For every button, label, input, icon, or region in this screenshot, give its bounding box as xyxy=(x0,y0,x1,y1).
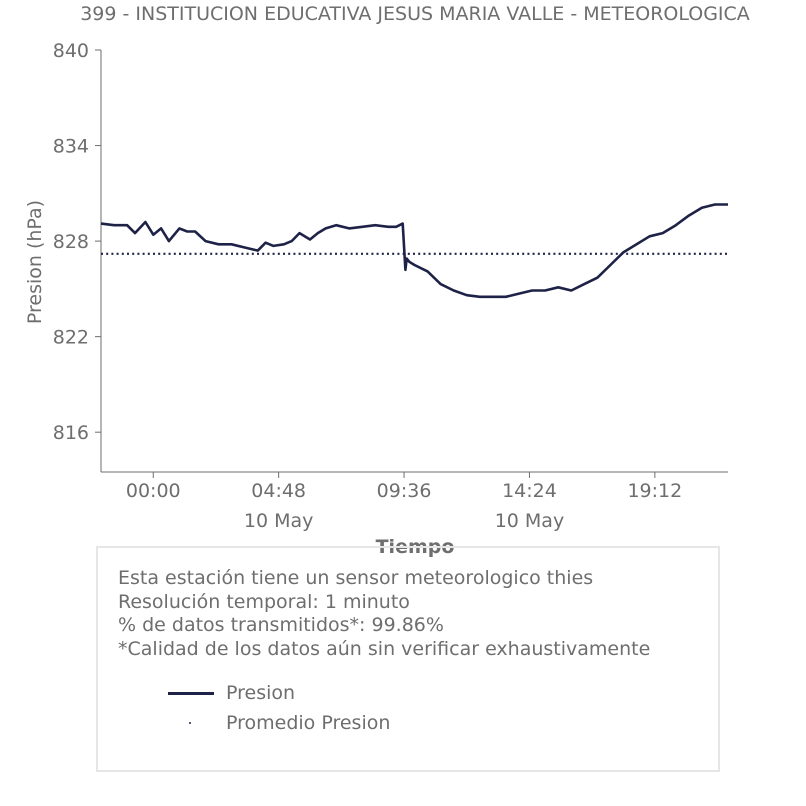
x-tick-label: 04:48 xyxy=(251,480,306,502)
legend-dot-swatch xyxy=(168,711,214,735)
station-info: Esta estación tiene un sensor meteorolog… xyxy=(118,567,650,661)
y-axis: 816 822 828 834 840 xyxy=(53,40,102,472)
y-tick-label: 828 xyxy=(53,231,89,253)
y-tick-label: 822 xyxy=(53,327,89,349)
info-legend-box: Esta estación tiene un sensor meteorolog… xyxy=(96,546,720,772)
series-layer xyxy=(100,203,728,299)
legend-label-presion: Presion xyxy=(226,682,296,704)
x-tick-label: 09:36 xyxy=(377,480,432,502)
x-tick-label: 19:12 xyxy=(627,480,682,502)
x-tick-sublabel: 10 May xyxy=(495,510,565,532)
x-tick-sublabel: 10 May xyxy=(244,510,314,532)
x-axis: 00:00 04:48 10 May 09:36 14:24 10 May 19:12 xyxy=(101,471,728,532)
y-axis-label: Presion (hPa) xyxy=(24,200,46,324)
pressure-series-line xyxy=(100,203,728,299)
x-tick-label: 14:24 xyxy=(502,480,557,502)
legend-line-swatch xyxy=(168,681,214,705)
y-tick-label: 816 xyxy=(53,422,89,444)
legend-label-promedio: Promedio Presion xyxy=(226,712,391,734)
y-tick-label: 834 xyxy=(53,136,89,158)
pressure-chart: 816 822 828 834 840 00:00 04:48 10 May 09:36 14:… xyxy=(24,40,728,558)
chart-title: 399 - INSTITUCION EDUCATIVA JESUS MARIA … xyxy=(80,3,750,25)
info-resolution: Resolución temporal: 1 minuto xyxy=(118,590,410,613)
y-tick-label: 840 xyxy=(53,40,89,62)
info-sensor: Esta estación tiene un sensor meteorolog… xyxy=(118,567,594,589)
legend-item-promedio: Promedio Presion xyxy=(168,711,390,735)
x-tick-label: 00:00 xyxy=(126,480,181,502)
info-quality-note: *Calidad de los datos aún sin verificar … xyxy=(118,637,651,660)
legend-item-presion: Presion xyxy=(168,681,295,705)
info-transmitted: % de datos transmitidos*: 99.86% xyxy=(118,614,444,636)
